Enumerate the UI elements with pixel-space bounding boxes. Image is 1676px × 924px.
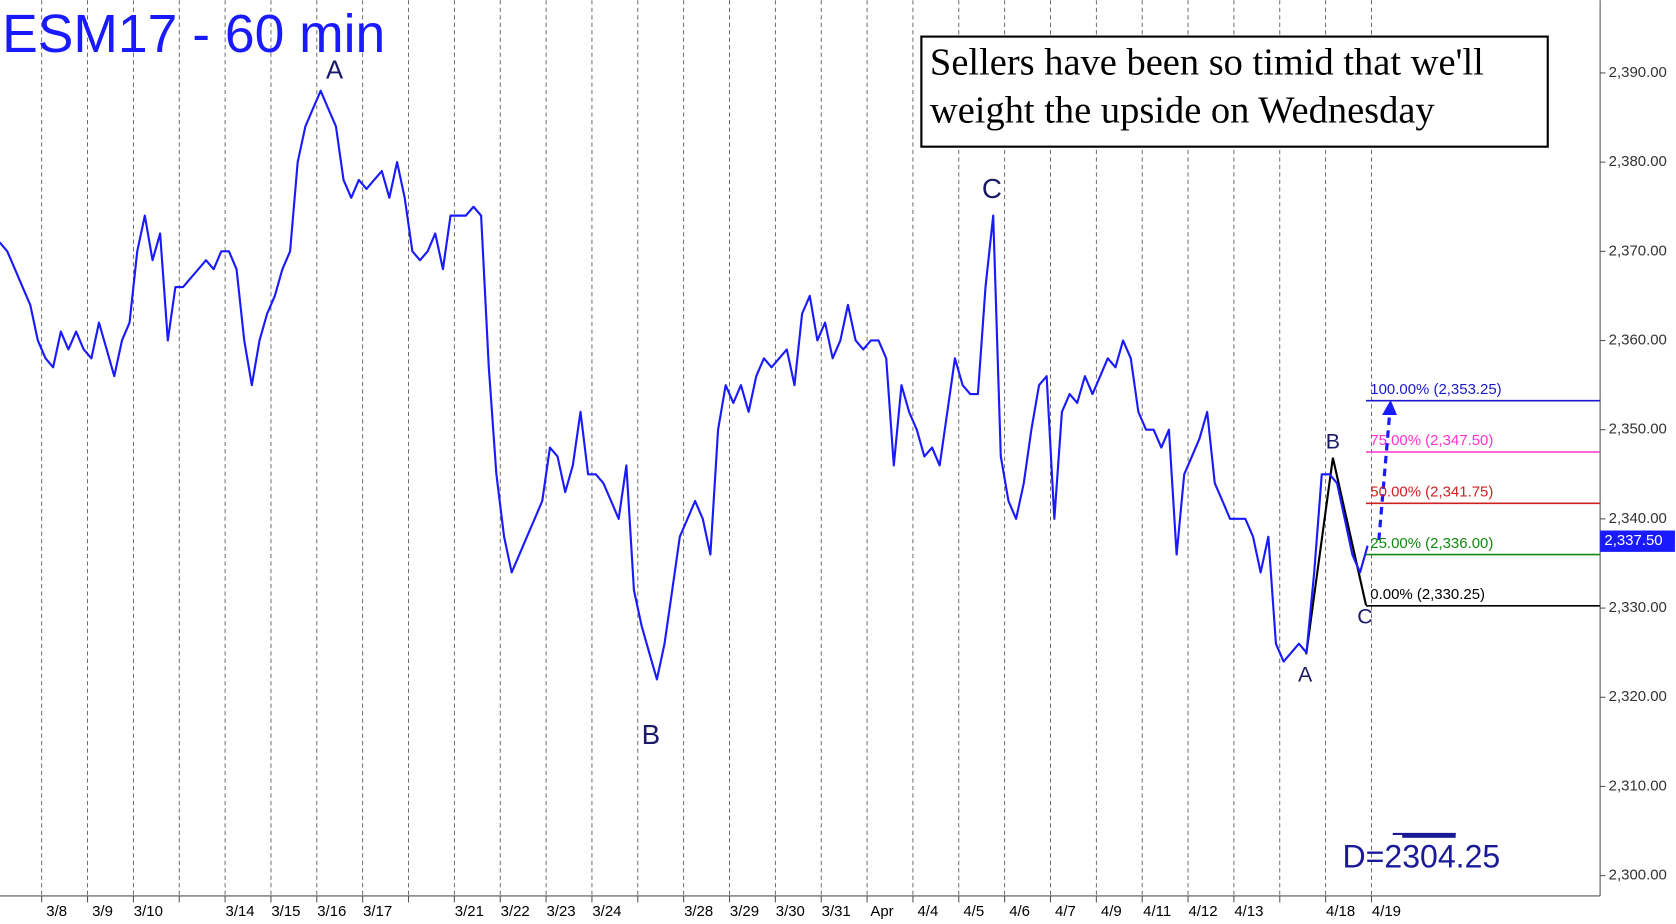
y-tick-label: 2,350.00: [1609, 421, 1667, 438]
arrow-head: [1382, 400, 1398, 415]
last-price-label: 2,337.50: [1604, 532, 1662, 549]
x-tick-label: 4/19: [1372, 903, 1401, 920]
x-tick-label: Apr: [870, 903, 893, 920]
x-tick-label: 3/24: [592, 903, 621, 920]
wave-label: C: [982, 173, 1002, 204]
note-box: [920, 35, 1549, 148]
wave-label: B: [642, 719, 661, 750]
wave-path: [1305, 457, 1368, 655]
x-tick-label: 4/5: [963, 903, 984, 920]
x-tick-label: 4/12: [1188, 903, 1217, 920]
level-label: 75.00% (2,347.50): [1370, 432, 1493, 449]
footer-overlined: 304: [1402, 839, 1455, 875]
level-label: 0.00% (2,330.25): [1370, 586, 1485, 603]
wave-label: A: [326, 57, 344, 85]
y-tick-label: 2,390.00: [1609, 64, 1667, 81]
y-tick-label: 2,370.00: [1609, 242, 1667, 259]
last-price-box: [1600, 530, 1675, 552]
x-tick-label: 4/4: [917, 903, 938, 920]
x-tick-label: 3/31: [822, 903, 851, 920]
x-tick-label: 3/16: [317, 903, 346, 920]
x-tick-label: 4/7: [1055, 903, 1076, 920]
price-line: [0, 89, 1369, 681]
y-tick-label: 2,380.00: [1609, 153, 1667, 170]
y-tick-label: 2,340.00: [1609, 510, 1667, 527]
x-tick-label: 4/11: [1143, 903, 1171, 920]
x-tick-label: 4/18: [1326, 903, 1355, 920]
x-tick-label: 3/21: [455, 903, 484, 920]
chart-title: ESM17 - 60 min: [2, 5, 385, 64]
x-tick-label: 3/10: [134, 903, 163, 920]
x-tick-label: 3/23: [546, 903, 575, 920]
footer-suffix: .25: [1456, 839, 1501, 875]
note-line: Sellers have been so timid that we'll: [930, 41, 1484, 83]
projection-arrow: [1377, 414, 1392, 541]
x-tick-label: 3/14: [226, 903, 255, 920]
y-tick-label: 2,300.00: [1609, 867, 1667, 884]
x-tick-label: 3/28: [684, 903, 713, 920]
level-label: 25.00% (2,336.00): [1370, 535, 1493, 552]
wave-label: B: [1326, 429, 1340, 453]
x-tick-label: 3/29: [730, 903, 759, 920]
level-label: 50.00% (2,341.75): [1370, 484, 1493, 501]
footer-prefix: D=2: [1343, 839, 1403, 875]
x-tick-label: 3/8: [46, 903, 67, 920]
x-tick-label: 4/9: [1101, 903, 1122, 920]
x-tick-label: 3/9: [92, 903, 113, 920]
x-tick-label: 3/30: [776, 903, 805, 920]
y-tick-label: 2,330.00: [1609, 599, 1667, 616]
wave-label: C: [1357, 605, 1372, 629]
wave-label: A: [1298, 662, 1313, 686]
y-tick-label: 2,360.00: [1609, 331, 1667, 348]
x-tick-label: 4/13: [1234, 903, 1263, 920]
x-tick-label: 4/6: [1009, 903, 1030, 920]
footer-note: D=2304.25: [1343, 839, 1501, 875]
y-tick-label: 2,320.00: [1609, 688, 1667, 705]
y-tick-label: 2,310.00: [1609, 777, 1667, 794]
x-tick-label: 3/15: [271, 903, 300, 920]
x-tick-label: 3/22: [501, 903, 530, 920]
level-label: 100.00% (2,353.25): [1370, 381, 1501, 398]
note-line: weight the upside on Wednesday: [930, 89, 1435, 131]
x-tick-label: 3/17: [363, 903, 392, 920]
